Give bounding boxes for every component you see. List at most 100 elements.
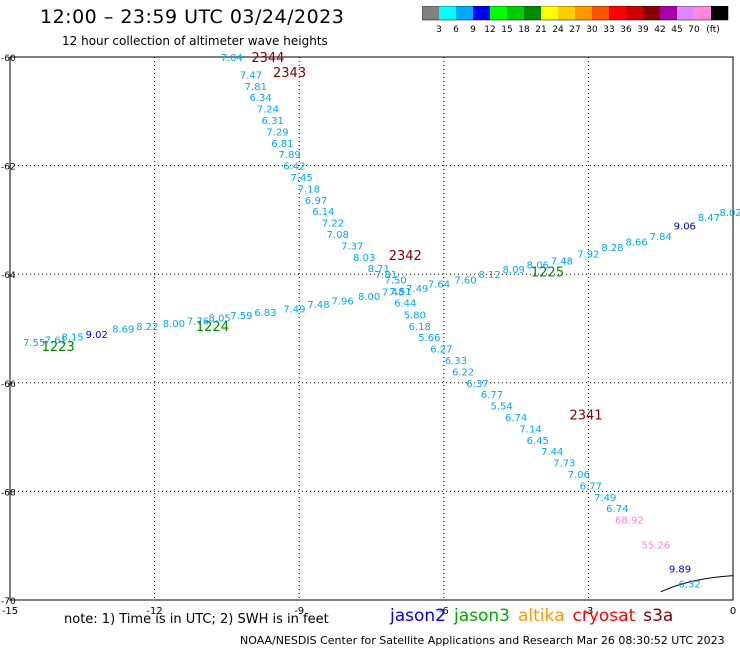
swh-value-label: 9.89 bbox=[669, 565, 691, 576]
footer-credit: NOAA/NESDIS Center for Satellite Applica… bbox=[240, 634, 725, 647]
colorbar-swatch bbox=[643, 6, 660, 20]
swh-value-label: 7.44 bbox=[541, 447, 563, 458]
swh-value-label: 7.06 bbox=[568, 470, 590, 481]
x-tick-label: -9 bbox=[294, 606, 304, 617]
y-tick-label: -64 bbox=[1, 271, 16, 281]
swh-value-label: 7.29 bbox=[266, 127, 288, 138]
swh-value-label: 7.48 bbox=[551, 257, 573, 268]
colorbar-swatch bbox=[524, 6, 541, 20]
colorbar-swatch bbox=[456, 6, 473, 20]
swh-value-label: 7.84 bbox=[650, 232, 672, 243]
swh-value-label: 8.05 bbox=[209, 314, 231, 325]
pass-time-label: 2341 bbox=[569, 408, 602, 423]
swh-value-label: 8.66 bbox=[625, 238, 647, 249]
coastline bbox=[660, 575, 734, 593]
swh-value-label: 6.18 bbox=[409, 322, 431, 333]
swh-value-label: 8.09 bbox=[503, 265, 525, 276]
colorbar-tick-label: 36 bbox=[620, 25, 632, 35]
swh-value-label: 8.15 bbox=[62, 333, 84, 344]
y-tick-label: -70 bbox=[1, 597, 16, 607]
swh-value-label: 7.22 bbox=[322, 219, 344, 230]
swh-value-label: 6.74 bbox=[606, 504, 628, 515]
colorbar-swatch bbox=[558, 6, 575, 20]
pass-time-label: 2342 bbox=[389, 249, 422, 264]
colorbar-swatch bbox=[626, 6, 643, 20]
colorbar-tick-label: 45 bbox=[671, 25, 682, 35]
swh-value-label: 7.96 bbox=[331, 296, 353, 307]
swh-value-label: 7.55 bbox=[23, 338, 45, 349]
colorbar-swatch bbox=[422, 6, 439, 20]
swh-value-label: 7.37 bbox=[341, 241, 363, 252]
swh-value-label: 9.06 bbox=[674, 221, 696, 232]
swh-value-label: 55.26 bbox=[642, 541, 671, 552]
legend-item-jason2: jason2 bbox=[390, 606, 446, 626]
swh-value-label: 7.89 bbox=[278, 150, 300, 161]
swh-value-label: 7.49 bbox=[283, 304, 305, 315]
colorbar-tick-label: 15 bbox=[501, 25, 512, 35]
legend-item-cryosat: cryosat bbox=[572, 606, 636, 626]
swh-value-label: 7.76 bbox=[187, 316, 209, 327]
swh-value-label: 7.14 bbox=[519, 424, 541, 435]
swh-value-label: 7.81 bbox=[245, 82, 267, 93]
colorbar-tick-label: 42 bbox=[654, 25, 665, 35]
colorbar-swatch bbox=[711, 6, 728, 20]
swh-value-label: 6.45 bbox=[527, 436, 549, 447]
colorbar-swatch bbox=[490, 6, 507, 20]
swh-value-label: 7.49 bbox=[406, 284, 428, 295]
swh-value-label: 8.69 bbox=[112, 325, 134, 336]
y-tick-label: -66 bbox=[1, 380, 16, 390]
swh-value-label: 7.47 bbox=[240, 70, 262, 81]
plot-frame bbox=[9, 56, 734, 601]
pass-time-label: 2344 bbox=[251, 51, 284, 66]
x-tick-label: -15 bbox=[2, 606, 18, 617]
colorbar-swatch bbox=[660, 6, 677, 20]
swh-value-label: 7.08 bbox=[327, 230, 349, 241]
colorbar-tick-label: 39 bbox=[637, 25, 649, 35]
legend-item-altika: altika bbox=[518, 606, 565, 626]
colorbar-swatch bbox=[694, 6, 711, 20]
swh-value-label: 8.06 bbox=[527, 260, 549, 271]
swh-value-label: 6.81 bbox=[271, 139, 293, 150]
swh-value-label: 6.44 bbox=[394, 298, 416, 309]
swh-value-label: 8.00 bbox=[358, 292, 380, 303]
legend-item-s3a: s3a bbox=[643, 606, 674, 626]
y-tick-label: -68 bbox=[1, 488, 16, 498]
swh-value-label: 6.22 bbox=[452, 367, 474, 378]
colorbar-swatch bbox=[609, 6, 626, 20]
colorbar-swatch bbox=[439, 6, 456, 20]
swh-value-label: 6.77 bbox=[481, 390, 503, 401]
pass-time-label: 1225 bbox=[531, 265, 564, 280]
swh-value-label: 6.97 bbox=[305, 196, 327, 207]
swh-value-label: 7.50 bbox=[384, 276, 406, 287]
swh-value-label: 5.54 bbox=[491, 402, 513, 413]
swh-value-label: 7.48 bbox=[382, 288, 404, 299]
y-tick-label: -60 bbox=[1, 54, 16, 64]
swh-value-label: 7.18 bbox=[298, 184, 320, 195]
colorbar-swatch bbox=[507, 6, 524, 20]
swh-value-label: 7.59 bbox=[230, 311, 252, 322]
colorbar-tick-label: 70 bbox=[688, 25, 700, 35]
swh-value-label: 7.24 bbox=[257, 105, 279, 116]
swh-value-label: 68.92 bbox=[615, 516, 644, 527]
swh-value-label: 8.28 bbox=[601, 243, 623, 254]
swh-value-label: 7.49 bbox=[594, 493, 616, 504]
pass-time-label: 1223 bbox=[42, 340, 75, 355]
swh-value-label: 6.74 bbox=[505, 413, 527, 424]
colorbar-tick-label: 21 bbox=[535, 25, 546, 35]
swh-value-label: 8.03 bbox=[353, 253, 375, 264]
colorbar-swatch bbox=[575, 6, 592, 20]
swh-value-label: 7.60 bbox=[454, 276, 476, 287]
swh-value-label: 8.71 bbox=[368, 264, 390, 275]
colorbar-swatch bbox=[473, 6, 490, 20]
map-subtitle: 12 hour collection of altimeter wave hei… bbox=[62, 34, 328, 48]
swh-value-label: 6.14 bbox=[312, 207, 334, 218]
swh-value-label: 8.12 bbox=[478, 270, 500, 281]
colorbar-swatch bbox=[541, 6, 558, 20]
swh-value-label: 6.34 bbox=[250, 93, 272, 104]
colorbar-tick-label: 3 bbox=[436, 25, 442, 35]
pass-time-label: 2343 bbox=[273, 66, 306, 81]
map-title: 12:00 – 23:59 UTC 03/24/2023 bbox=[40, 6, 345, 28]
swh-value-label: 7.48 bbox=[307, 300, 329, 311]
satellite-legend: jason2 jason3 altika cryosat s3a bbox=[390, 606, 681, 626]
